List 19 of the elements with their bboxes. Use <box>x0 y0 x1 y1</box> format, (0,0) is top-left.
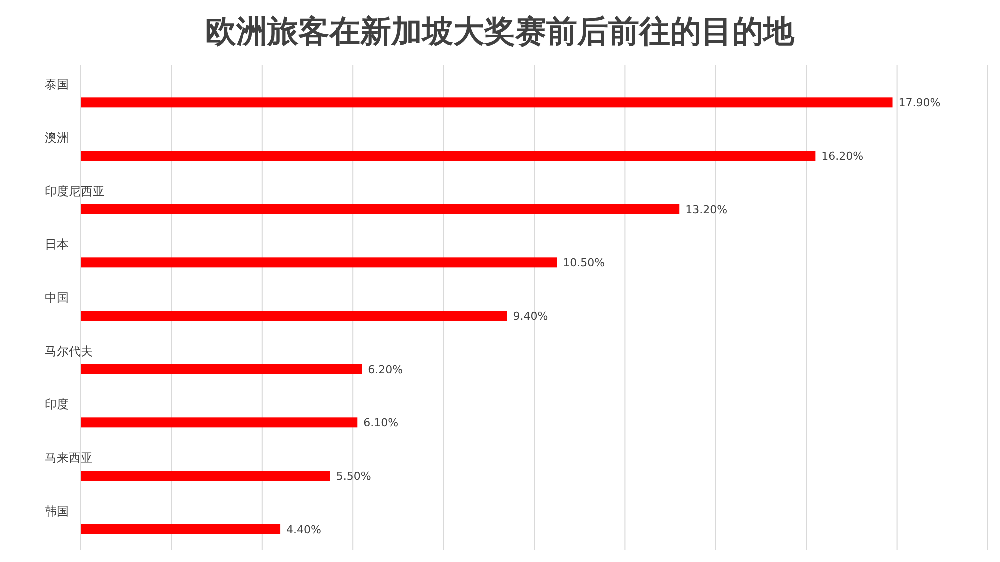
title: 欧洲旅客在新加坡大奖赛前后前往的目的地 <box>206 14 794 50</box>
data-label: 10.50% <box>563 256 606 270</box>
category: 韩国 <box>45 504 69 518</box>
data-label: 17.90% <box>898 96 941 110</box>
data-label: 13.20% <box>686 203 728 216</box>
data-label: 5.50% <box>336 470 372 483</box>
category: 马尔代夫 <box>45 344 93 358</box>
data-label: 6.20% <box>368 363 404 376</box>
category: 马来西亚 <box>45 451 93 465</box>
category: 澳洲 <box>45 131 69 145</box>
data-label: 6.10% <box>364 416 399 430</box>
data-label: 4.40% <box>286 523 322 536</box>
category: 印度 <box>45 398 69 412</box>
category: 日本 <box>45 238 69 252</box>
category: 中国 <box>45 291 69 305</box>
category: 印度尼西亚 <box>45 184 105 198</box>
category: 泰国 <box>45 78 69 92</box>
data-label: 16.20% <box>822 150 864 163</box>
data-label: 9.40% <box>513 310 548 323</box>
